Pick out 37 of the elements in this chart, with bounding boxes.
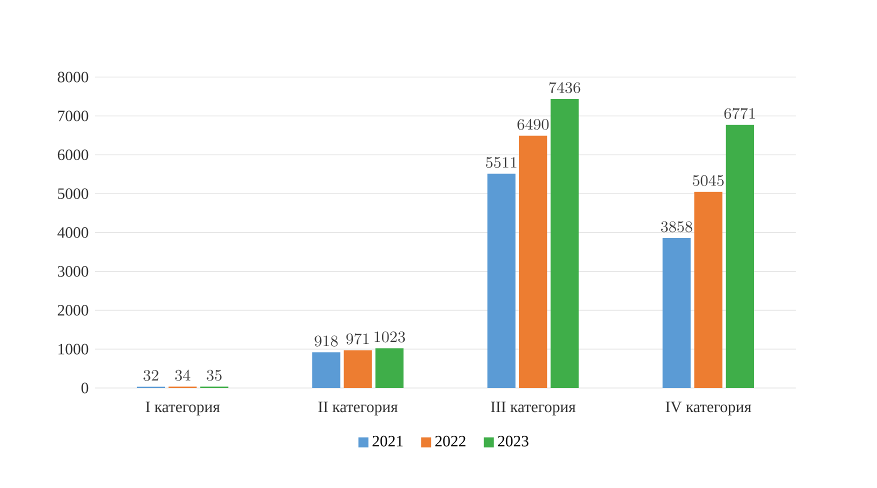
bar [550,98,579,388]
y-tick-label: 8000 [58,72,88,82]
data-label: 34 [175,370,190,381]
legend-label: 2021 [372,436,403,446]
data-label: 5511 [486,157,516,168]
bar [726,124,754,388]
x-tick-label: III категория [490,402,576,416]
y-tick-label: 3000 [58,266,88,277]
x-tick-label: I категория [146,402,220,416]
bar [344,350,372,388]
y-tick-label: 0 [81,382,88,394]
bar [694,192,722,388]
bar [487,174,516,388]
data-label: 971 [346,333,369,344]
bar [662,238,691,388]
legend-label: 2022 [435,436,466,446]
data-label: 35 [206,370,222,381]
data-label: 7436 [549,82,580,94]
y-tick-label: 6000 [58,149,88,160]
data-label: 32 [144,370,158,381]
y-tick-label: 4000 [57,227,88,238]
y-tick-label: 7000 [58,110,88,122]
bar [519,136,548,388]
bar [312,352,340,388]
data-label: 6490 [518,118,549,130]
legend-label: 2023 [498,436,528,446]
data-label: 1023 [374,331,406,342]
y-tick-label: 1000 [58,344,88,354]
x-tick-label: II категория [318,402,398,416]
data-label: 6771 [724,108,755,119]
y-tick-label: 2000 [58,304,88,316]
y-tick-label: 5000 [58,188,88,200]
data-label: 3858 [661,221,692,232]
bar [375,348,404,388]
data-label: 918 [314,336,338,346]
data-label: 5045 [692,174,724,186]
x-tick-label: IV категория [666,402,752,416]
